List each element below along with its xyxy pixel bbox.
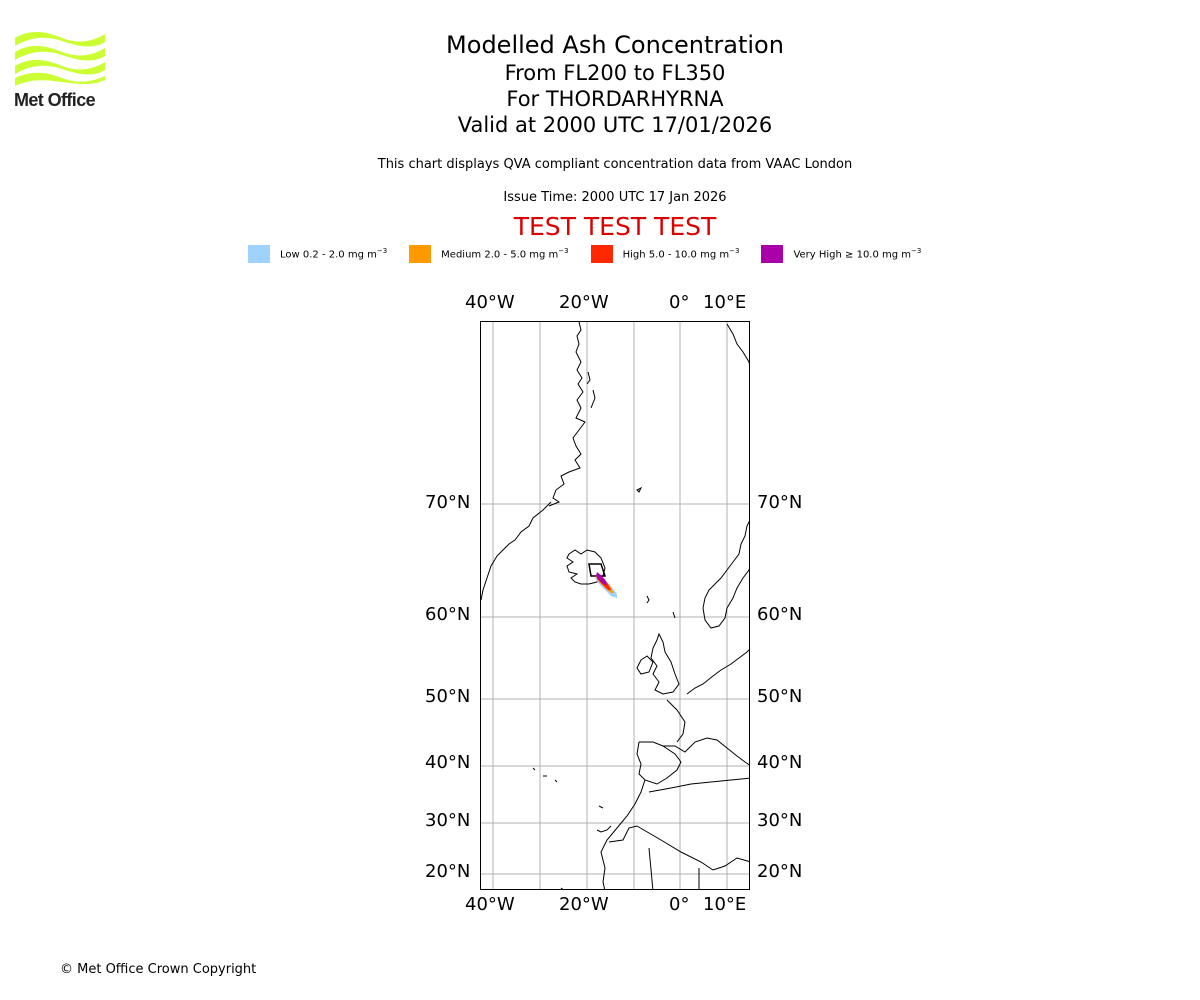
lon-tick-bottom-40w: 40°W	[465, 894, 515, 915]
chart-title-block: Modelled Ash Concentration From FL200 to…	[300, 30, 930, 138]
lat-tick-right-60n: 60°N	[757, 604, 803, 625]
lat-tick-left-60n: 60°N	[425, 604, 471, 625]
valid-time: Valid at 2000 UTC 17/01/2026	[457, 113, 773, 137]
lon-tick-bottom-10e: 10°E	[703, 894, 747, 915]
lat-tick-left-70n: 70°N	[425, 492, 471, 513]
flight-level-range: From FL200 to FL350	[504, 61, 726, 85]
legend-item-high: High 5.0 - 10.0 mg m−3	[590, 245, 740, 263]
lat-tick-left-20n: 20°N	[425, 861, 471, 882]
lat-tick-left-30n: 30°N	[425, 810, 471, 831]
wave-logo-icon	[15, 31, 105, 86]
lon-tick-top-40w: 40°W	[465, 292, 515, 313]
lon-tick-bottom-20w: 20°W	[559, 894, 609, 915]
lat-tick-left-50n: 50°N	[425, 686, 471, 707]
legend-swatch-low	[248, 245, 270, 263]
lat-tick-right-70n: 70°N	[757, 492, 803, 513]
lon-tick-top-10e: 10°E	[703, 292, 747, 313]
concentration-legend: Low 0.2 - 2.0 mg m−3 Medium 2.0 - 5.0 mg…	[248, 244, 943, 264]
lat-tick-right-40n: 40°N	[757, 752, 803, 773]
copyright-notice: © Met Office Crown Copyright	[60, 962, 257, 977]
met-office-logo: Met Office	[12, 28, 108, 114]
chart-description: This chart displays QVA compliant concen…	[377, 157, 853, 172]
legend-item-very-high: Very High ≥ 10.0 mg m−3	[761, 245, 921, 263]
logo-wordmark: Met Office	[14, 90, 96, 110]
chart-title: Modelled Ash Concentration	[446, 31, 784, 59]
legend-item-low: Low 0.2 - 2.0 mg m−3	[248, 245, 387, 263]
coastlines	[481, 322, 749, 889]
lat-tick-left-40n: 40°N	[425, 752, 471, 773]
legend-label-low: Low 0.2 - 2.0 mg m−3	[280, 247, 388, 261]
legend-swatch-high	[590, 245, 613, 263]
ash-plume	[595, 572, 617, 598]
legend-label-medium: Medium 2.0 - 5.0 mg m−3	[441, 247, 569, 261]
issue-time: Issue Time: 2000 UTC 17 Jan 2026	[503, 190, 727, 205]
lon-tick-top-20w: 20°W	[559, 292, 609, 313]
volcano-name: For THORDARHYRNA	[506, 87, 724, 111]
legend-item-medium: Medium 2.0 - 5.0 mg m−3	[409, 245, 569, 263]
lat-tick-right-50n: 50°N	[757, 686, 803, 707]
legend-label-very-high: Very High ≥ 10.0 mg m−3	[793, 247, 922, 261]
lat-tick-right-30n: 30°N	[757, 810, 803, 831]
test-banner: TEST TEST TEST	[513, 212, 717, 241]
legend-label-high: High 5.0 - 10.0 mg m−3	[622, 247, 740, 261]
graticule	[481, 322, 749, 889]
lon-tick-bottom-0: 0°	[669, 894, 690, 915]
legend-swatch-medium	[409, 245, 432, 263]
legend-swatch-very-high	[761, 245, 784, 263]
ash-concentration-map[interactable]	[480, 321, 750, 890]
lon-tick-top-0: 0°	[669, 292, 690, 313]
lat-tick-right-20n: 20°N	[757, 861, 803, 882]
map-canvas	[481, 322, 749, 889]
